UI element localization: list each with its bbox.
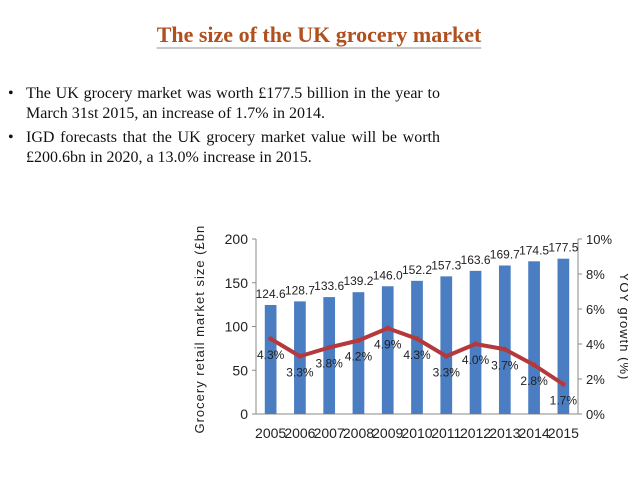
bar-value-label: 128.7 bbox=[285, 283, 315, 297]
growth-point bbox=[560, 381, 566, 387]
bar bbox=[381, 286, 394, 414]
bar bbox=[264, 304, 277, 414]
y2-tick-label: 4% bbox=[586, 337, 605, 352]
bullet-item: • IGD forecasts that the UK grocery marke… bbox=[8, 128, 440, 168]
y-tick-label: 100 bbox=[225, 319, 249, 335]
bar-value-label: 124.6 bbox=[256, 287, 286, 301]
y-tick-label: 150 bbox=[225, 275, 249, 291]
growth-point bbox=[385, 325, 391, 331]
bar bbox=[411, 280, 423, 414]
y-tick-label: 0 bbox=[240, 406, 248, 422]
x-tick-label: 2013 bbox=[489, 425, 520, 441]
slide-title: The size of the UK grocery market bbox=[156, 22, 482, 47]
bar-value-label: 163.6 bbox=[461, 253, 491, 267]
y-axis-title: Grocery retail market size (£bn) bbox=[192, 226, 207, 434]
growth-point bbox=[502, 346, 508, 352]
growth-value-label: 1.7% bbox=[550, 393, 578, 407]
growth-point bbox=[355, 338, 361, 343]
y2-tick-label: 0% bbox=[586, 407, 605, 422]
y2-tick-label: 10% bbox=[586, 232, 612, 247]
growth-point bbox=[268, 336, 274, 342]
y2-tick-label: 2% bbox=[586, 372, 605, 387]
growth-point bbox=[326, 345, 332, 350]
y-tick-label: 50 bbox=[232, 362, 248, 378]
x-tick-label: 2014 bbox=[519, 425, 550, 441]
growth-value-label: 3.3% bbox=[286, 365, 314, 379]
bullet-marker: • bbox=[8, 129, 14, 146]
x-tick-label: 2015 bbox=[548, 425, 579, 441]
bar-value-label: 157.3 bbox=[431, 258, 461, 272]
growth-value-label: 4.0% bbox=[462, 353, 490, 367]
x-tick-label: 2006 bbox=[284, 425, 315, 441]
x-tick-label: 2009 bbox=[372, 425, 403, 441]
bar bbox=[528, 261, 540, 414]
y2-axis-title: YOY growth (%) bbox=[617, 273, 628, 381]
y-tick-label: 200 bbox=[225, 231, 249, 247]
bar-value-label: 152.2 bbox=[402, 263, 432, 277]
grocery-market-chart: 0 50 100 150 200 0% 2% 4% 6% 8% 10% 124.6 128.7 133.6… bbox=[192, 226, 628, 441]
bar-value-label: 133.6 bbox=[314, 279, 344, 293]
x-tick-label: 2011 bbox=[431, 425, 461, 441]
bullet-list: • The UK grocery market was worth £177.5 … bbox=[8, 84, 440, 172]
bullet-item: • The UK grocery market was worth £177.5 … bbox=[8, 84, 440, 124]
bar-value-label: 169.7 bbox=[490, 248, 520, 262]
growth-point bbox=[473, 341, 479, 347]
bar bbox=[440, 276, 453, 414]
bar bbox=[352, 292, 365, 414]
x-tick-label: 2010 bbox=[401, 425, 432, 441]
growth-value-label: 2.8% bbox=[520, 374, 548, 388]
bullet-text: The UK grocery market was worth £177.5 b… bbox=[26, 85, 440, 122]
bar-value-label: 174.5 bbox=[519, 243, 549, 257]
growth-value-label: 3.8% bbox=[316, 357, 344, 371]
growth-point bbox=[414, 336, 420, 342]
y2-tick-label: 8% bbox=[586, 267, 605, 282]
bar bbox=[498, 265, 511, 414]
bar-value-label: 177.5 bbox=[548, 241, 578, 255]
bar-value-label: 146.0 bbox=[373, 268, 403, 282]
bullet-text: IGD forecasts that the UK grocery market… bbox=[26, 129, 440, 166]
y2-tick-label: 6% bbox=[586, 302, 605, 317]
growth-value-label: 4.3% bbox=[257, 348, 285, 362]
growth-point bbox=[443, 353, 449, 359]
x-tick-label: 2005 bbox=[255, 425, 286, 441]
bullet-marker: • bbox=[8, 85, 14, 102]
x-tick-label: 2008 bbox=[343, 425, 374, 441]
growth-value-label: 4.9% bbox=[374, 337, 402, 351]
growth-value-label: 3.3% bbox=[433, 365, 461, 379]
growth-value-label: 3.7% bbox=[491, 358, 519, 372]
growth-point bbox=[531, 362, 537, 368]
bar bbox=[557, 258, 570, 414]
bar-value-label: 139.2 bbox=[343, 274, 373, 288]
growth-value-label: 4.3% bbox=[403, 348, 431, 362]
growth-value-label: 4.2% bbox=[345, 350, 373, 364]
x-tick-label: 2012 bbox=[460, 425, 491, 441]
growth-point bbox=[297, 353, 303, 359]
bar bbox=[323, 297, 336, 414]
x-tick-label: 2007 bbox=[314, 425, 345, 441]
